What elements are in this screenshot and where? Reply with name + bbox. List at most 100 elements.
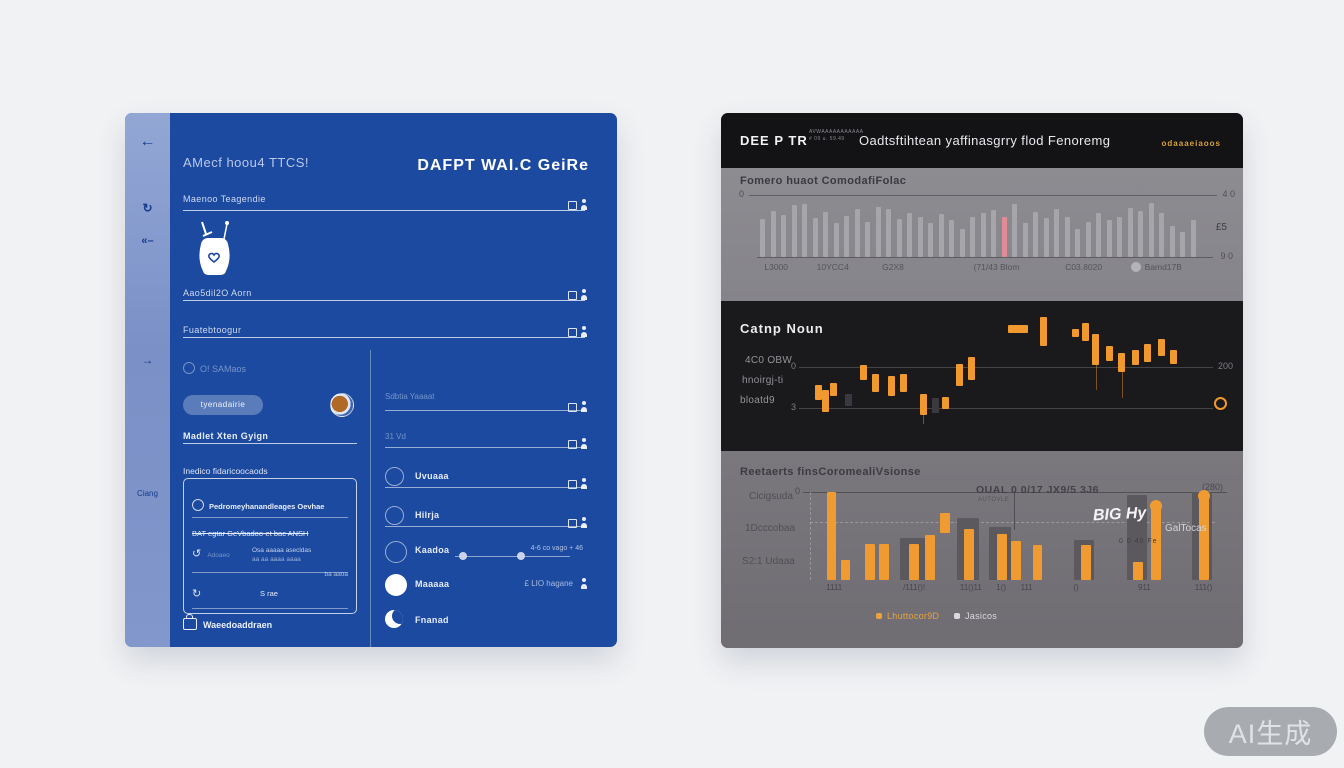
chart1-bar — [1127, 207, 1133, 257]
arrow-right-icon[interactable]: → — [141, 353, 154, 367]
rc-row3-field[interactable] — [385, 487, 585, 488]
dashboard-title: Oadtsftihtean yaffinasgrry flod Fenoremg — [859, 133, 1111, 148]
volume-bar — [996, 534, 1007, 580]
candle — [899, 374, 907, 393]
chart3-y-top-left: 0 — [795, 486, 801, 496]
volume-plot — [810, 489, 1216, 580]
listbox-row-3[interactable]: ↺ Adoaeo Osa aaaaa asecldas aa aa aaaa a… — [192, 547, 348, 573]
field-3-underline — [183, 337, 585, 338]
dashboard-header: DEE P TR AVWAAAAAAAAAAA # 09 u. 59.49 Oa… — [721, 113, 1243, 168]
rc-row6-label: Maaaaa — [415, 579, 450, 589]
radio-icon — [183, 362, 195, 374]
slider-handle[interactable] — [459, 552, 467, 560]
listbox-row-1[interactable]: Pedromeyhanandleages Oevhae — [192, 499, 348, 518]
chart3-overlay-right: GalTocas — [1165, 523, 1207, 534]
chart1-bar — [949, 220, 954, 257]
volume-bar — [1197, 489, 1210, 580]
field-2[interactable]: Aao5dil2O Aorn — [183, 283, 587, 301]
brand-logo: DAFPT WAI.C GeiRe — [417, 157, 589, 174]
row-underline — [192, 517, 348, 518]
chart1-bar — [991, 209, 996, 257]
field-4[interactable]: Madlet Xten Gyign — [183, 426, 357, 444]
field-3-label: Fuatebtoogur — [183, 325, 242, 335]
pill-button[interactable]: tyenadairie — [183, 395, 263, 415]
chart1-bar — [802, 203, 807, 257]
volume-bar — [826, 492, 836, 580]
candle — [821, 389, 829, 412]
field-2-label: Aao5dil2O Aorn — [183, 288, 252, 298]
chart1-x-label: L3000 — [764, 262, 788, 272]
form-subtitle: AMecf hoou4 TTCS! — [183, 155, 310, 170]
back-arrow-icon[interactable]: ← — [139, 133, 156, 150]
reload-icon: ↻ — [192, 588, 202, 600]
chart1-bar — [959, 229, 965, 257]
listbox-row-4[interactable]: ↻ S rae — [192, 587, 348, 609]
legend-swatch-icon — [876, 613, 882, 619]
orange-ring-icon — [1214, 397, 1227, 410]
chart1-bar — [1054, 208, 1059, 257]
footer-item[interactable]: Waeedoaddraen — [183, 614, 272, 630]
candle — [1081, 322, 1089, 342]
radio-option[interactable]: O! SAMaos — [183, 362, 246, 374]
chart1-bar — [770, 211, 776, 257]
chart1-y-top-left: 0 — [739, 189, 745, 199]
rc-row5-label: Kaadoa — [415, 545, 450, 555]
undo-icon[interactable]: ↻ — [142, 201, 153, 215]
rc-row6-value: £ LIO hagane — [524, 579, 573, 588]
candle — [1170, 349, 1178, 365]
range-slider[interactable] — [455, 552, 570, 560]
rc-row1-field[interactable] — [385, 410, 585, 411]
chart3-x-label: () — [1073, 583, 1079, 592]
chart1-bar — [1022, 223, 1028, 257]
chart1-x-label: (71/43 Blom — [973, 262, 1020, 272]
chart1-bar — [917, 216, 923, 257]
candle — [1144, 343, 1152, 362]
chart3-top-gridline — [803, 492, 1227, 493]
field-3[interactable]: Fuatebtoogur — [183, 320, 587, 338]
legend-swatch-icon — [954, 613, 960, 619]
field-icons — [568, 438, 587, 449]
circle-icon — [385, 467, 404, 486]
candle — [956, 364, 964, 387]
avatar[interactable] — [330, 393, 354, 417]
candle — [919, 393, 927, 416]
calendar-icon — [568, 291, 577, 300]
chart2-y-label-3: bloatd9 — [740, 395, 775, 406]
listbox-label: Inedico fidaricoocaods — [183, 466, 268, 476]
field-1[interactable]: Maenoo Teagendie — [183, 189, 587, 211]
chart1-x-label: C03.8020 — [1065, 262, 1103, 272]
chart1-x-label: G2X8 — [882, 262, 904, 272]
chart1-bar — [812, 217, 818, 257]
field-2-underline — [183, 300, 585, 301]
candle — [967, 356, 975, 381]
volume-bar — [909, 543, 919, 580]
chart3-y-label-3: S2:1 Udaaa — [742, 556, 795, 567]
double-chevron-icon[interactable]: «– — [141, 235, 154, 247]
chart1-bar — [781, 215, 786, 257]
slider-handle[interactable] — [517, 552, 525, 560]
listbox-row-2[interactable]: BAT egtar GeVbadoo-et bac ANSH — [192, 529, 309, 538]
chart1-bar — [980, 213, 986, 257]
chart1-bar — [886, 208, 891, 257]
field-1-underline — [183, 210, 585, 211]
candle-wick — [1121, 353, 1123, 399]
chart1-bar — [1148, 202, 1154, 257]
calendar-icon — [568, 328, 577, 337]
chart3-y-label-1: Cicigsuda — [749, 491, 793, 502]
candle — [1157, 338, 1165, 356]
chart1-x-label: 10YCC4 — [816, 262, 849, 272]
chart1-bar — [1033, 212, 1038, 257]
rc-row2-field[interactable] — [385, 447, 585, 448]
field-icons — [568, 326, 587, 337]
chart1-bar — [1169, 225, 1175, 257]
sidebar-bottom-label[interactable]: Ciang — [137, 489, 158, 498]
header-action-link[interactable]: odaaaeiaoos — [1161, 139, 1221, 148]
legend-dot-icon — [1130, 262, 1141, 272]
rc-row4-field[interactable] — [385, 526, 585, 527]
row-underline — [192, 572, 348, 573]
candle — [1118, 353, 1126, 372]
candle — [860, 365, 868, 381]
field-icons — [568, 478, 587, 489]
chart2-title: Catnp Noun — [740, 321, 824, 336]
chart1-bar — [1190, 220, 1196, 257]
